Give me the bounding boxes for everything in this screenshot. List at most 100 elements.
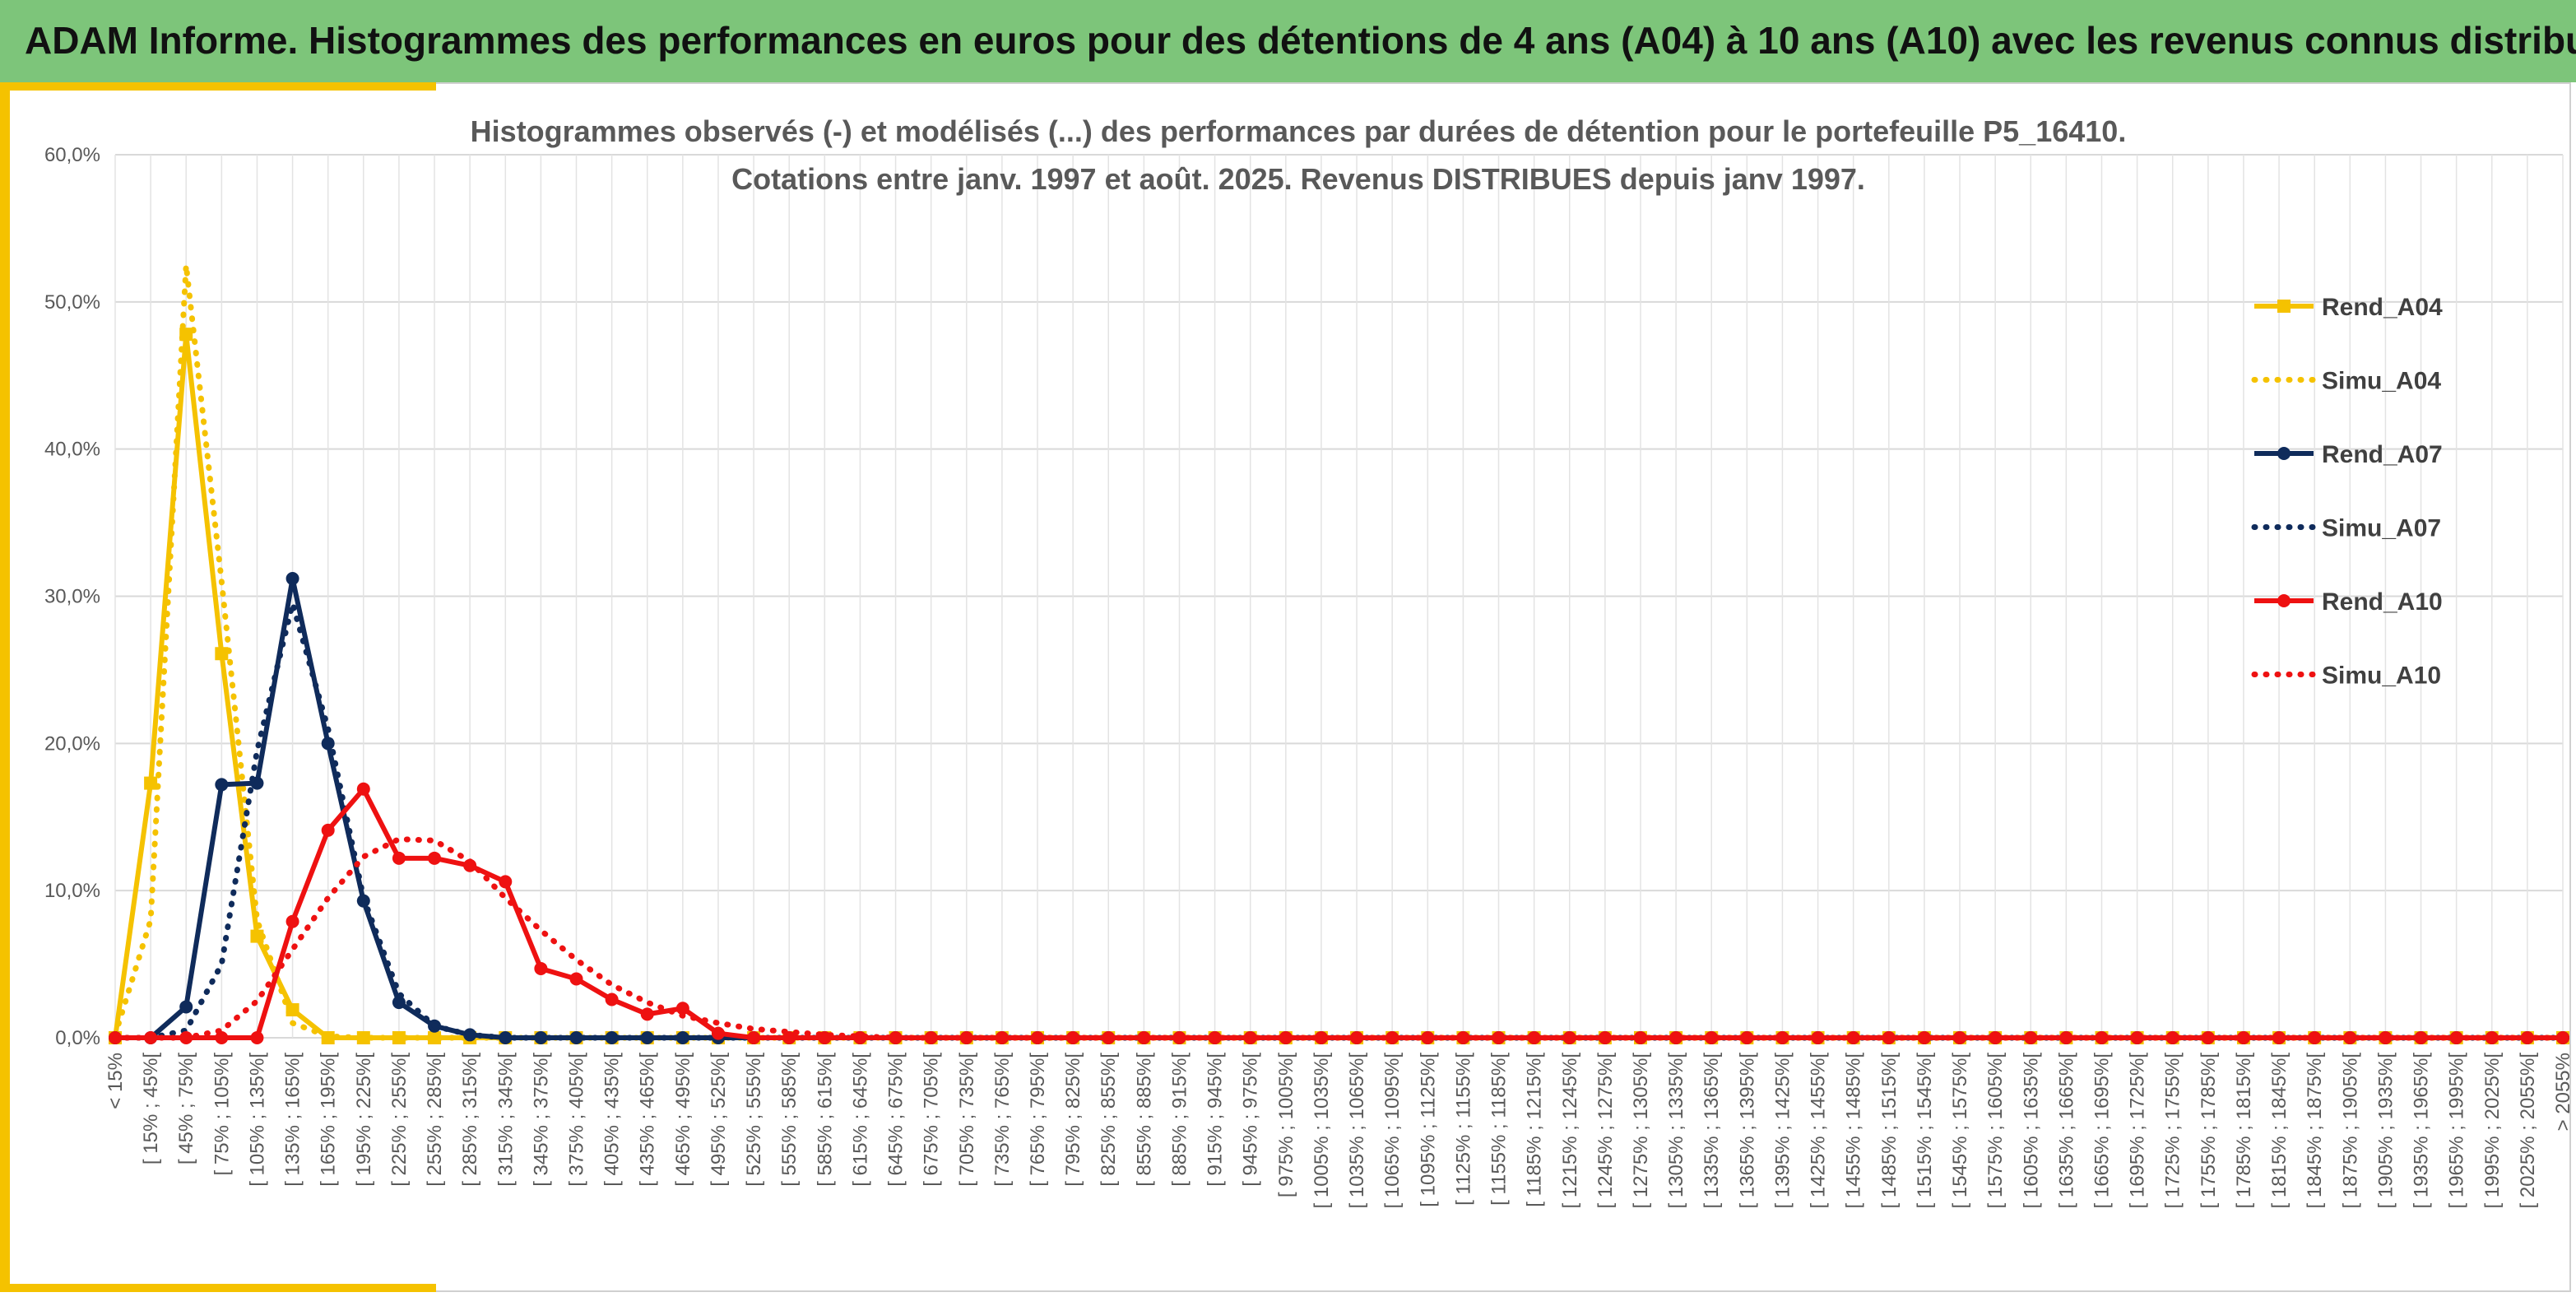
x-tick-label: [ 645% ; 675%[ <box>885 1053 907 1187</box>
data-point <box>569 1031 583 1044</box>
data-point <box>321 823 335 837</box>
x-tick-label: [ 915% ; 945%[ <box>1204 1053 1227 1187</box>
x-tick-label: [ 1005% ; 1035%[ <box>1311 1053 1333 1209</box>
x-tick-label: [ 1365% ; 1395%[ <box>1736 1053 1758 1209</box>
x-tick-label: [ 1905% ; 1935%[ <box>2374 1053 2397 1209</box>
data-point <box>285 572 299 586</box>
data-point <box>428 851 442 865</box>
x-tick-label: [ 465% ; 495%[ <box>672 1053 694 1187</box>
data-point <box>2201 1031 2215 1044</box>
x-tick-label: [ 1845% ; 1875%[ <box>2304 1053 2326 1209</box>
legend-label: Rend_A10 <box>2322 588 2443 616</box>
data-point <box>640 1007 654 1021</box>
x-tick-label: [ 1065% ; 1095%[ <box>1381 1053 1404 1209</box>
data-point <box>605 993 619 1006</box>
x-tick-label: [ 675% ; 705%[ <box>921 1053 943 1187</box>
x-tick-label: [ 165% ; 195%[ <box>318 1053 340 1187</box>
series-simu-a10 <box>112 836 2566 1041</box>
series-line <box>112 262 2566 1041</box>
legend-item: Simu_A04 <box>2251 368 2441 395</box>
x-tick-label: [ 1125% ; 1155%[ <box>1452 1053 1474 1206</box>
series-line <box>113 332 2563 1040</box>
x-tick-label: [ 795% ; 825%[ <box>1062 1053 1084 1187</box>
data-point <box>179 1000 193 1014</box>
data-point <box>1633 1031 1647 1044</box>
x-tick-label: [ 135% ; 165%[ <box>282 1053 304 1187</box>
data-point <box>675 1031 689 1044</box>
data-point <box>2556 1031 2569 1044</box>
legend-marker <box>2277 447 2291 460</box>
x-tick-label: [ 1305% ; 1335%[ <box>1665 1053 1687 1209</box>
data-point <box>250 1031 264 1044</box>
x-tick-label: [ 615% ; 645%[ <box>849 1053 871 1187</box>
y-tick-label: 30,0% <box>44 586 100 608</box>
x-tick-label: [ 1755% ; 1785%[ <box>2198 1053 2220 1209</box>
data-point <box>285 914 299 928</box>
x-tick-label: [ 1335% ; 1365%[ <box>1701 1053 1723 1209</box>
grid <box>114 154 2564 1039</box>
page-title: ADAM Informe. Histogrammes des performan… <box>25 19 2576 62</box>
y-tick-label: 0,0% <box>55 1027 100 1049</box>
x-tick-label: [ 1515% ; 1545%[ <box>1914 1053 1936 1209</box>
data-point <box>675 1002 689 1016</box>
data-point <box>534 1031 548 1044</box>
x-tick-label: [ 1695% ; 1725%[ <box>2127 1053 2149 1209</box>
data-point <box>144 776 158 790</box>
y-tick-label: 60,0% <box>44 144 100 166</box>
data-point <box>1208 1031 1222 1044</box>
data-point <box>2520 1031 2534 1044</box>
data-point <box>215 1031 229 1044</box>
chart-title-line-2: Cotations entre janv. 1997 et août. 2025… <box>731 162 1865 196</box>
x-tick-label: [ 255% ; 285%[ <box>424 1053 446 1187</box>
data-point <box>2236 1031 2250 1044</box>
x-tick-label: [ 345% ; 375%[ <box>530 1053 552 1187</box>
x-tick-label: [ 1155% ; 1185%[ <box>1488 1053 1511 1206</box>
x-tick-label: [ 45% ; 75%[ <box>175 1053 197 1165</box>
x-tick-label: [ 825% ; 855%[ <box>1098 1053 1120 1187</box>
data-point <box>499 875 513 889</box>
data-point <box>711 1026 725 1040</box>
x-tick-label: [ 1485% ; 1515%[ <box>1878 1053 1901 1209</box>
series-simu-a07 <box>112 600 2566 1041</box>
x-tick-label: [ 375% ; 405%[ <box>566 1053 588 1187</box>
x-tick-label: [ 1455% ; 1485%[ <box>1843 1053 1865 1209</box>
data-point <box>2095 1031 2109 1044</box>
x-tick-label: [ 945% ; 975%[ <box>1240 1053 1262 1187</box>
legend-item: Simu_A07 <box>2251 515 2441 542</box>
x-tick-label: [ 1245% ; 1275%[ <box>1594 1053 1617 1209</box>
legend-item: Rend_A04 <box>2254 294 2443 321</box>
accent-bar-bottom <box>0 1284 436 1292</box>
data-point <box>782 1031 796 1044</box>
x-tick-label: [ 975% ; 1005%[ <box>1275 1053 1297 1197</box>
x-tick-label: [ 15% ; 45%[ <box>140 1053 162 1165</box>
x-tick-label: [ 405% ; 435%[ <box>601 1053 624 1187</box>
data-point <box>392 851 406 865</box>
data-point <box>2130 1031 2144 1044</box>
x-tick-label: [ 1275% ; 1305%[ <box>1630 1053 1652 1209</box>
x-tick-label: [ 1185% ; 1215%[ <box>1524 1053 1546 1207</box>
data-point <box>1279 1031 1293 1044</box>
accent-bar-top <box>0 82 436 91</box>
legend-marker <box>2277 300 2291 313</box>
accent-bar-left <box>0 82 10 1292</box>
legend-label: Simu_A10 <box>2322 662 2441 690</box>
legend-label: Rend_A04 <box>2322 294 2443 321</box>
data-point <box>889 1031 903 1044</box>
x-tick-label: [ 1035% ; 1065%[ <box>1346 1053 1368 1209</box>
data-point <box>747 1031 761 1044</box>
header-banner: ADAM Informe. Histogrammes des performan… <box>0 0 2576 82</box>
x-tick-label: < 15% <box>104 1053 127 1109</box>
x-tick-label: [ 1965% ; 1995%[ <box>2446 1053 2468 1209</box>
series-line <box>112 600 2566 1041</box>
data-point <box>215 778 229 792</box>
data-point <box>1243 1031 1257 1044</box>
x-tick-label: [ 585% ; 615%[ <box>814 1053 836 1187</box>
series-simu-a04 <box>112 262 2566 1041</box>
y-axis: 0,0% 10,0% 20,0% 30,0% 40,0% 50,0% 60,0% <box>44 144 100 1049</box>
data-point <box>392 1031 406 1044</box>
x-tick-label: [ 555% ; 585%[ <box>778 1053 801 1187</box>
y-tick-label: 20,0% <box>44 732 100 755</box>
series-rend-a10 <box>109 782 2569 1044</box>
legend-label: Simu_A04 <box>2322 368 2441 395</box>
